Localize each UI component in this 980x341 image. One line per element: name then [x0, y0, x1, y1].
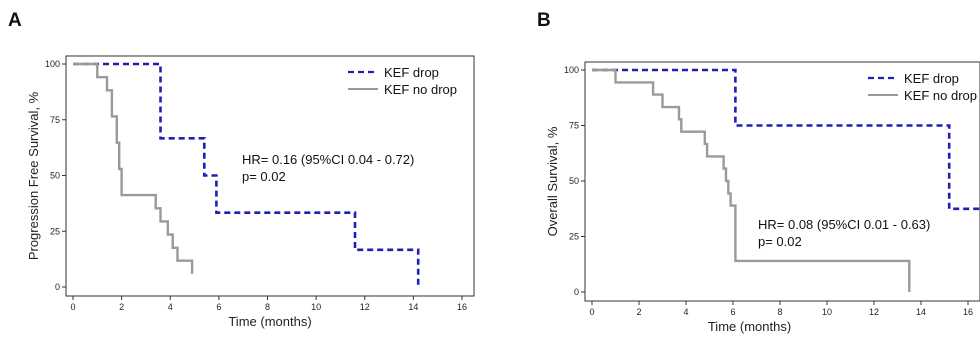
legend-label: KEF no drop [384, 82, 457, 97]
x-tick-label: 0 [70, 302, 75, 312]
x-tick-label: 0 [589, 307, 594, 317]
y-tick-label: 50 [569, 176, 579, 186]
y-tick-label: 0 [55, 282, 60, 292]
legend-label: KEF drop [384, 65, 439, 80]
y-tick-label: 75 [569, 121, 579, 131]
x-tick-label: 14 [408, 302, 418, 312]
series-group [592, 68, 980, 292]
x-tick-label: 8 [777, 307, 782, 317]
y-axis-title: Progression Free Survival, % [26, 91, 41, 260]
x-tick-label: 2 [636, 307, 641, 317]
x-tick-label: 12 [360, 302, 370, 312]
x-tick-label: 2 [119, 302, 124, 312]
panel-label: B [537, 10, 551, 31]
y-tick-label: 50 [50, 171, 60, 181]
x-tick-label: 16 [963, 307, 973, 317]
x-tick-label: 8 [265, 302, 270, 312]
y-tick-label: 75 [50, 115, 60, 125]
y-axis-title: Overall Survival, % [545, 126, 560, 236]
x-tick-label: 6 [730, 307, 735, 317]
y-tick-label: 100 [45, 59, 60, 69]
x-tick-label: 16 [457, 302, 467, 312]
x-axis-title: Time (months) [708, 319, 791, 334]
hr-annotation: HR= 0.16 (95%CI 0.04 - 0.72) [242, 152, 414, 167]
series-line-kef-drop [592, 68, 980, 211]
legend-label: KEF no drop [904, 88, 977, 103]
panel-b: B 0 25 50 75 100 0 2 4 6 8 10 12 14 16 Time (months) Ove… [537, 10, 980, 334]
series-group [73, 62, 420, 287]
y-tick-label: 25 [569, 232, 579, 242]
series-line-kef-drop [73, 62, 420, 287]
panel-a: A 0 25 50 75 100 0 2 4 6 8 10 12 14 16 Time (months) Pro… [8, 10, 475, 329]
x-axis-title: Time (months) [228, 314, 311, 329]
x-tick-label: 12 [869, 307, 879, 317]
x-tick-label: 6 [216, 302, 221, 312]
y-tick-label: 0 [574, 287, 579, 297]
p-value-annotation: p= 0.02 [758, 234, 802, 249]
x-tick-label: 10 [311, 302, 321, 312]
y-tick-label: 25 [50, 226, 60, 236]
x-tick-label: 4 [168, 302, 173, 312]
y-tick-label: 100 [564, 65, 579, 75]
series-line-kef-no-drop [592, 68, 911, 292]
x-tick-label: 14 [916, 307, 926, 317]
x-tick-label: 4 [683, 307, 688, 317]
panel-label: A [8, 10, 22, 31]
series-line-kef-no-drop [73, 62, 194, 274]
legend-label: KEF drop [904, 71, 959, 86]
hr-annotation: HR= 0.08 (95%CI 0.01 - 0.63) [758, 217, 930, 232]
x-tick-label: 10 [822, 307, 832, 317]
p-value-annotation: p= 0.02 [242, 169, 286, 184]
